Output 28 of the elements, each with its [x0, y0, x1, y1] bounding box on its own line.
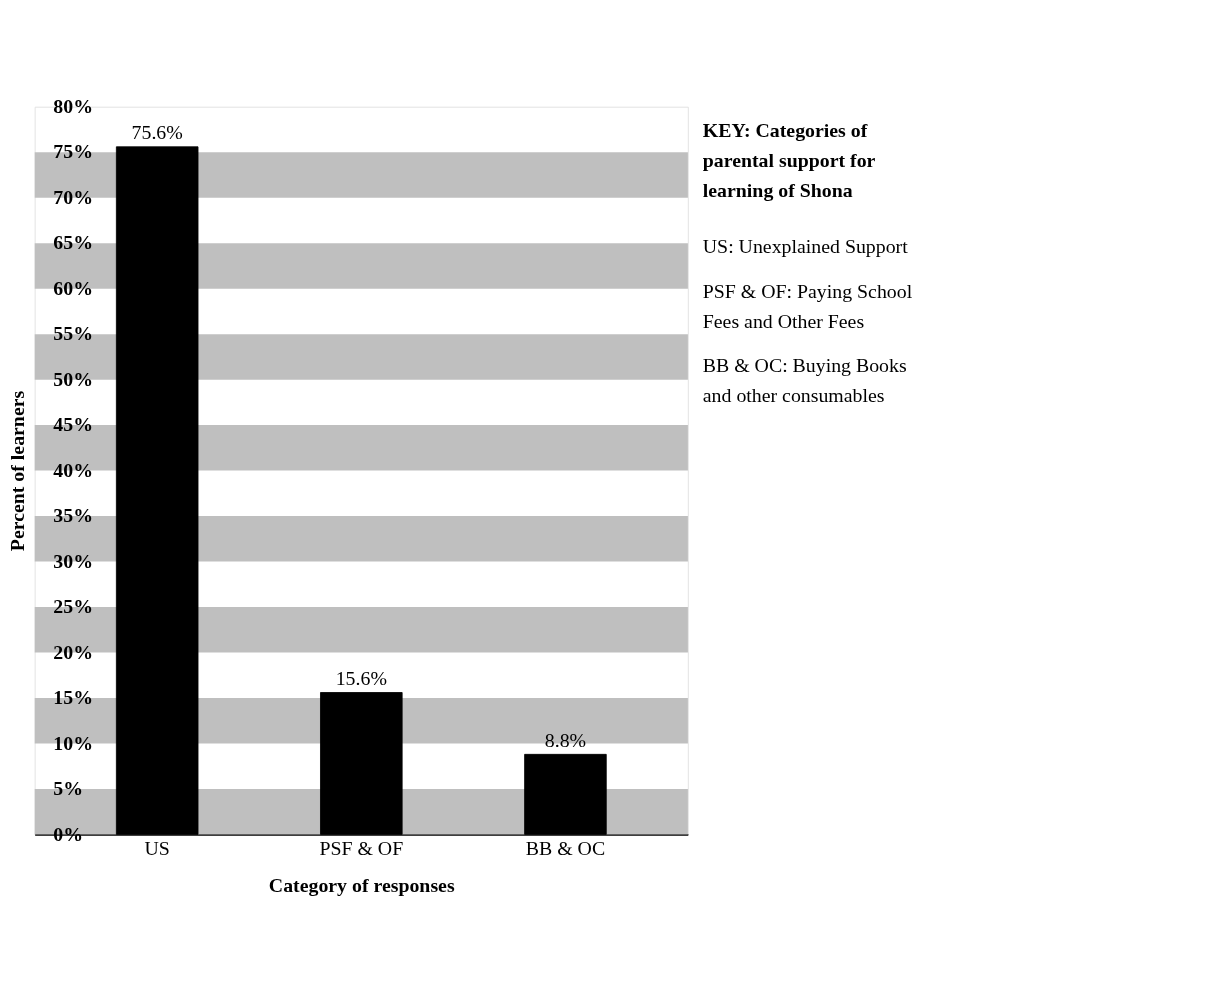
data-label: 8.8%: [544, 728, 587, 751]
y-tick-label: 5%: [53, 777, 84, 800]
y-tick-label: 25%: [53, 595, 93, 618]
y-tick-label: 70%: [53, 185, 93, 208]
data-label: 15.6%: [335, 667, 387, 690]
x-axis-title: Category of responses: [268, 873, 455, 896]
y-tick-label: 35%: [53, 504, 93, 527]
text: US: Unexplained Support: [702, 235, 909, 258]
y-tick-label: 40%: [53, 458, 93, 481]
x-tick-label: PSF & OF: [319, 837, 404, 860]
y-tick-label: 80%: [53, 94, 93, 117]
x-tick-label: BB & OC: [525, 837, 606, 860]
x-tick-label: US: [144, 837, 170, 860]
y-tick-label: 55%: [53, 322, 93, 345]
data-label: 75.6%: [131, 121, 183, 144]
y-tick-label: 75%: [53, 140, 93, 163]
y-axis-title: Percent of learners: [6, 390, 29, 552]
y-tick-label: 50%: [53, 367, 93, 390]
text: PSF & OF: Paying School Fees and Other Fees: [702, 279, 913, 332]
y-tick-label: 15%: [53, 686, 93, 709]
text: KEY: Categories of parental support for learning of Shona: [702, 119, 876, 201]
y-tick-label: 10%: [53, 731, 93, 754]
y-tick-label: 45%: [53, 413, 93, 436]
y-tick-label: 20%: [53, 640, 93, 663]
y-tick-label: 60%: [53, 276, 93, 299]
text: BB & OC: Buying Books and other consumables: [702, 354, 907, 406]
y-tick-label: 65%: [53, 231, 93, 254]
y-tick-label: 30%: [53, 549, 93, 572]
